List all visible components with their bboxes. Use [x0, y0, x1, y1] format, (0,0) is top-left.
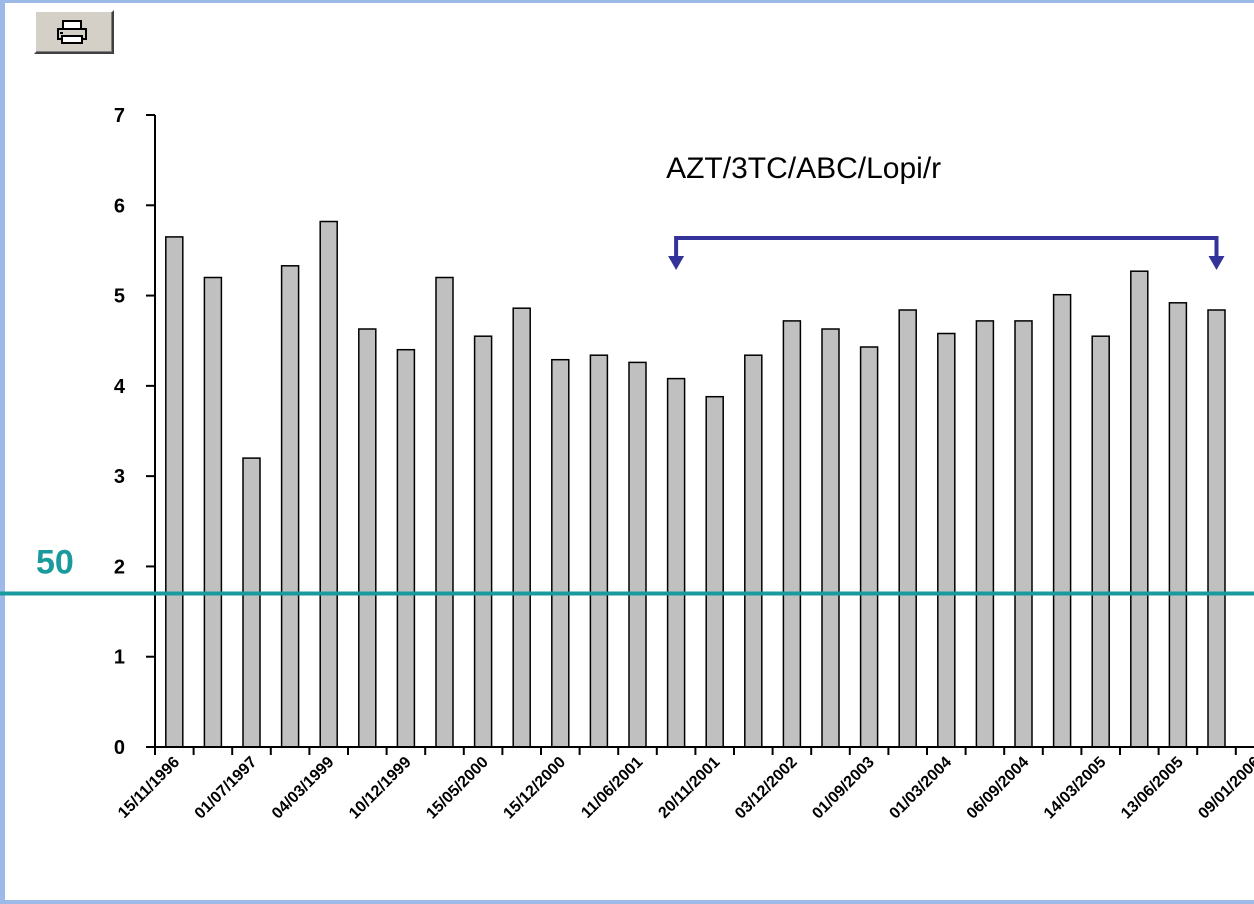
threshold-label: 50: [36, 544, 74, 582]
bar: [319, 220, 338, 748]
bar: [666, 377, 686, 748]
bar: [1207, 309, 1226, 748]
bar: [435, 276, 454, 748]
bar: [1091, 335, 1110, 748]
y-tick-label: 0: [114, 737, 125, 759]
bar: [705, 395, 724, 748]
bar: [165, 236, 184, 748]
x-tick-label: 15/11/1996: [115, 754, 183, 822]
bar: [203, 276, 223, 748]
y-tick-label: 4: [114, 376, 126, 398]
printer-icon: [57, 20, 87, 44]
bar: [242, 457, 261, 748]
bar: [473, 335, 493, 748]
x-tick-label: 04/03/1999: [269, 754, 338, 823]
treatment-annotation: AZT/3TC/ABC/Lopi/r: [666, 152, 941, 185]
bar: [358, 328, 377, 748]
bar: [280, 265, 300, 748]
y-tick-label: 2: [114, 556, 125, 578]
bar: [1130, 270, 1149, 748]
print-button[interactable]: [34, 10, 114, 54]
y-tick-label: 5: [114, 286, 125, 308]
bar: [782, 320, 802, 748]
y-tick-label: 7: [114, 105, 125, 127]
bar: [512, 307, 531, 748]
y-tick-label: 1: [114, 647, 125, 669]
bracket-arrow-left: [668, 256, 685, 270]
x-tick-label: 15/05/2000: [423, 754, 492, 823]
x-tick-label: 01/07/1997: [192, 754, 261, 823]
x-tick-label: 14/03/2005: [1041, 754, 1110, 823]
bar: [628, 361, 647, 748]
x-tick-label: 09/01/2006: [1195, 754, 1254, 823]
bar: [937, 332, 956, 748]
bar: [396, 348, 416, 748]
y-tick-label: 3: [114, 466, 125, 488]
bracket-line: [674, 236, 1219, 258]
x-tick-label: 11/06/2001: [578, 754, 646, 822]
x-tick-label: 10/12/1999: [346, 754, 415, 823]
x-tick-label: 03/12/2002: [732, 754, 801, 823]
bar: [551, 358, 570, 748]
bar: [821, 328, 840, 748]
bar: [1014, 320, 1033, 748]
bar: [744, 354, 763, 748]
x-tick-label: 01/09/2003: [809, 754, 878, 823]
x-tick-label: 15/12/2000: [500, 754, 569, 823]
bar: [1168, 302, 1188, 748]
x-tick-label: 06/09/2004: [964, 754, 1033, 823]
y-tick-label: 6: [114, 195, 125, 217]
bar: [975, 320, 995, 748]
x-tick-label: 20/11/2001: [656, 754, 724, 822]
bar: [1052, 293, 1072, 748]
bar: [859, 346, 879, 748]
x-tick-label: 01/03/2004: [886, 754, 955, 823]
x-tick-label: 13/06/2005: [1118, 754, 1187, 823]
bar: [589, 354, 609, 748]
bar: [898, 309, 917, 748]
bracket-arrow-right: [1208, 256, 1225, 270]
